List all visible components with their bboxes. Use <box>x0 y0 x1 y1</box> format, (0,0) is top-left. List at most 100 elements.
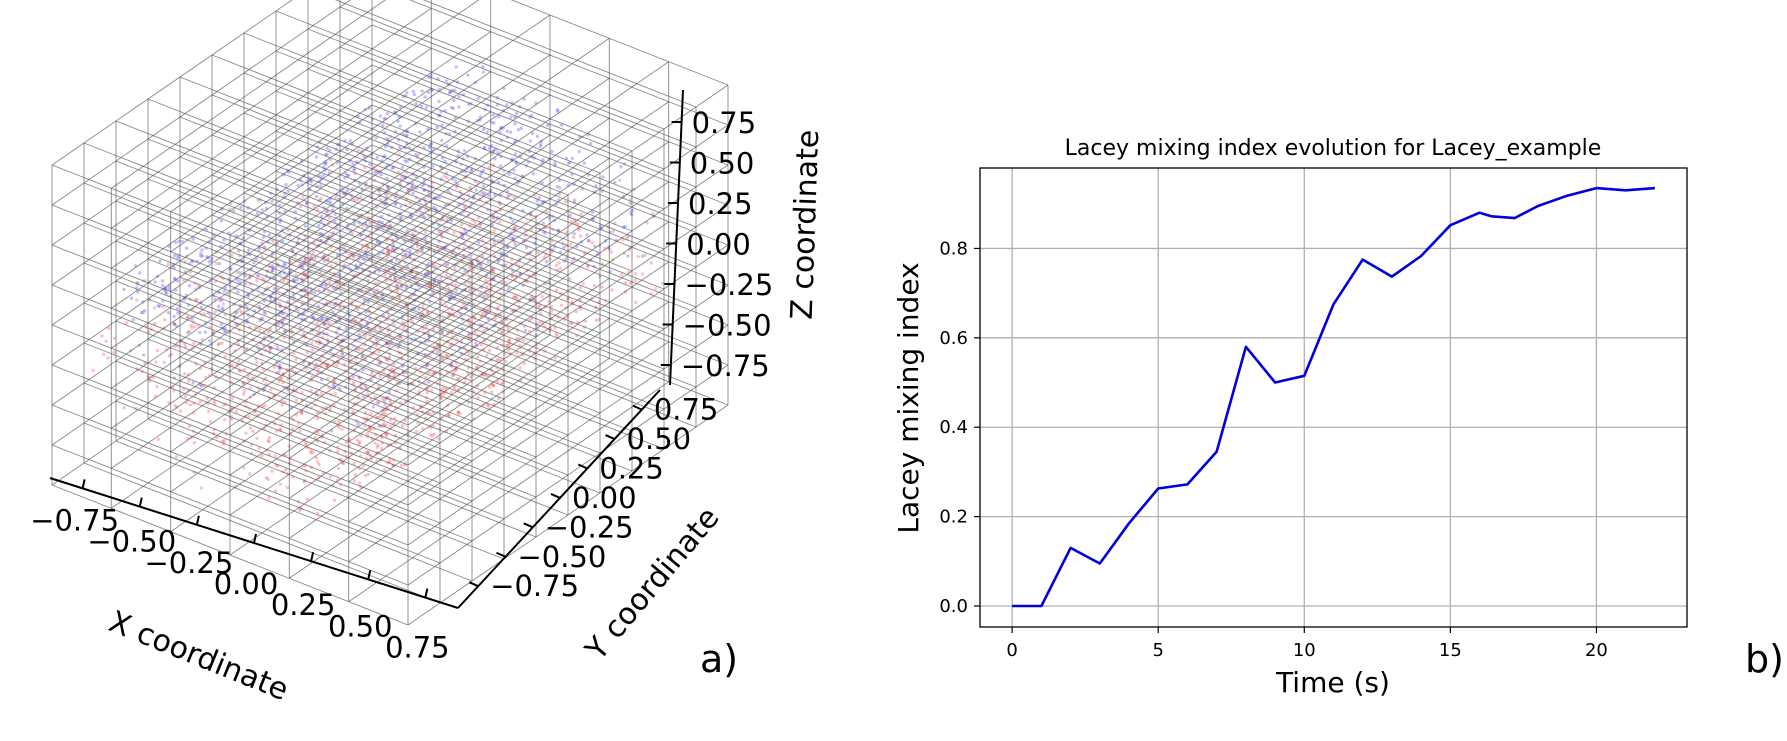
particle-blue <box>403 176 407 180</box>
particle-blue <box>255 273 259 278</box>
particle-blue <box>588 141 593 146</box>
particle-blue <box>257 247 261 252</box>
particle-red <box>316 367 321 372</box>
particle-red <box>393 276 397 281</box>
particle-blue <box>276 346 280 350</box>
grid-edge <box>179 316 537 458</box>
particle-blue <box>397 335 402 339</box>
particle-red <box>454 283 458 287</box>
grid-edge <box>307 228 665 370</box>
particle-blue <box>482 145 487 149</box>
particle-red <box>553 326 557 330</box>
particle-red <box>267 440 271 444</box>
particle-blue <box>479 173 483 177</box>
particle-blue <box>364 310 368 314</box>
particle-blue <box>327 200 331 204</box>
particle-red <box>431 263 435 268</box>
particle-red <box>187 330 192 334</box>
particle-red <box>266 477 270 481</box>
particle-red <box>314 456 319 460</box>
particle-blue <box>122 287 126 292</box>
particle-blue <box>538 144 543 148</box>
particle-blue <box>319 184 323 188</box>
particle-blue <box>412 92 417 97</box>
particle-red <box>214 262 219 266</box>
particle-blue <box>286 189 290 193</box>
particle-blue <box>541 221 545 226</box>
particle-blue <box>199 305 203 309</box>
particle-blue <box>377 401 381 405</box>
y-tick-mark <box>605 434 615 440</box>
particle-red <box>468 265 472 269</box>
particle-blue <box>449 219 454 223</box>
particle-red <box>366 450 370 454</box>
particle-red <box>495 358 500 362</box>
particle-red <box>587 239 591 243</box>
particle-red <box>432 432 436 436</box>
particle-blue <box>243 282 248 286</box>
particle-red <box>358 233 362 237</box>
particle-red <box>333 196 337 200</box>
x-tick-label: 20 <box>1585 640 1608 661</box>
particle-blue <box>371 405 376 409</box>
particle-blue <box>142 309 147 313</box>
panel-3d-scatter: −0.75−0.50−0.250.000.250.500.75−0.75−0.5… <box>30 0 826 708</box>
particle-red <box>319 391 324 395</box>
particle-red <box>280 403 284 407</box>
particle-red <box>188 270 192 274</box>
particle-red <box>428 433 432 437</box>
particle-red <box>569 242 573 246</box>
grid-edge <box>83 382 441 524</box>
z-axis-label: Z coordinate <box>785 129 827 320</box>
particle-blue <box>344 171 348 175</box>
particle-red <box>153 321 157 326</box>
particle-red <box>398 215 402 219</box>
particle-blue <box>506 287 511 291</box>
particle-red <box>487 165 491 170</box>
particle-red <box>359 194 363 199</box>
particle-blue <box>203 330 207 334</box>
particle-blue <box>361 368 365 372</box>
particle-blue <box>482 294 486 298</box>
grid-edge <box>243 352 601 494</box>
particle-blue <box>505 189 510 193</box>
particle-red <box>230 396 235 400</box>
x-tick-mark <box>195 515 200 526</box>
particle-red <box>618 178 622 182</box>
particle-red <box>369 397 373 402</box>
particle-red <box>439 396 444 401</box>
particle-red <box>456 153 460 157</box>
x-tick-label: −0.75 <box>30 503 119 537</box>
particle-red <box>570 300 574 304</box>
grid-edge <box>147 138 505 280</box>
particle-red <box>490 152 494 156</box>
particle-red <box>326 376 330 381</box>
particle-red <box>278 482 283 486</box>
particle-blue <box>174 240 178 244</box>
particle-red <box>377 384 381 389</box>
particle-blue <box>344 326 348 330</box>
grid-edge <box>211 54 569 196</box>
grid-edge <box>211 94 569 236</box>
particle-blue <box>451 106 456 111</box>
particle-red <box>385 194 389 198</box>
grid-edge <box>179 196 537 338</box>
particle-blue <box>497 115 501 119</box>
particle-red <box>355 438 360 442</box>
particle-blue <box>449 105 454 110</box>
particle-red <box>383 412 387 416</box>
particle-red <box>398 279 402 283</box>
particle-red <box>569 220 573 224</box>
particle-red <box>300 411 304 415</box>
grid-edge <box>83 222 441 364</box>
particle-blue <box>496 259 500 263</box>
particle-blue <box>191 381 195 385</box>
grid-edge <box>179 396 537 538</box>
grid-edge <box>211 254 569 396</box>
particle-red <box>643 253 647 257</box>
particle-red <box>365 431 370 436</box>
particle-red <box>376 443 380 447</box>
particle-red <box>273 489 278 493</box>
particle-red <box>155 348 160 353</box>
particle-blue <box>272 287 277 291</box>
